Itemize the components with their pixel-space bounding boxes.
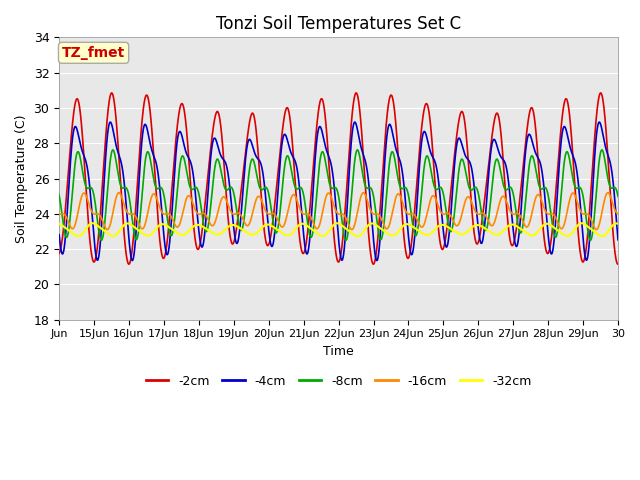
Legend: -2cm, -4cm, -8cm, -16cm, -32cm: -2cm, -4cm, -8cm, -16cm, -32cm — [141, 370, 536, 393]
Y-axis label: Soil Temperature (C): Soil Temperature (C) — [15, 114, 28, 243]
X-axis label: Time: Time — [323, 345, 354, 358]
Text: TZ_fmet: TZ_fmet — [62, 46, 125, 60]
Title: Tonzi Soil Temperatures Set C: Tonzi Soil Temperatures Set C — [216, 15, 461, 33]
